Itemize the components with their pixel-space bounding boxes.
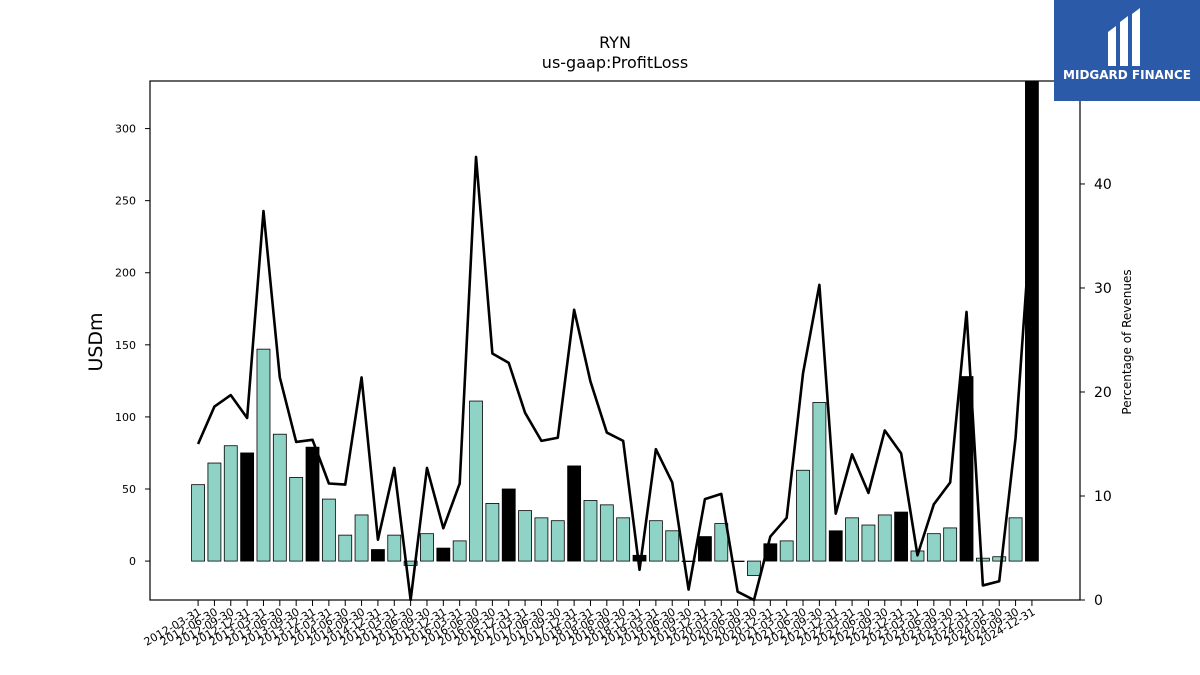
bar-2022-12-31 bbox=[894, 511, 909, 562]
line-series bbox=[196, 155, 1034, 602]
bar-2013-09-30 bbox=[289, 477, 304, 562]
bar-2015-06-30 bbox=[403, 560, 418, 566]
bar-2022-06-30 bbox=[861, 524, 876, 562]
bar-2015-12-31 bbox=[436, 547, 451, 562]
y2-tick-label: 40 bbox=[1094, 177, 1112, 193]
bar-2023-06-30 bbox=[926, 533, 941, 562]
chart-subtitle: us-gaap:ProfitLoss bbox=[542, 53, 688, 72]
y-tick-label: 0 bbox=[129, 555, 136, 568]
bar-2020-09-30 bbox=[747, 560, 761, 576]
y2-axis-label: Percentage of Revenues bbox=[1120, 269, 1134, 414]
bar-2023-09-30 bbox=[943, 527, 958, 562]
bar-2018-06-30 bbox=[599, 504, 614, 562]
bar-2023-12-31 bbox=[959, 376, 974, 562]
bar-2012-03-31 bbox=[191, 484, 205, 562]
bar-2018-09-30 bbox=[616, 517, 631, 562]
y-tick-label: 200 bbox=[115, 267, 136, 280]
bar-2021-12-31 bbox=[828, 530, 843, 562]
bar-2021-03-31 bbox=[779, 540, 794, 562]
bar-2017-03-31 bbox=[518, 510, 532, 562]
bar-2015-03-31 bbox=[387, 534, 402, 562]
bar-2024-09-30 bbox=[1008, 517, 1023, 562]
bar-2012-12-31 bbox=[240, 452, 255, 562]
bar-2012-06-30 bbox=[207, 462, 222, 562]
bar-2014-09-30 bbox=[354, 514, 369, 562]
y-tick-label: 300 bbox=[115, 123, 136, 136]
y-tick-label: 50 bbox=[122, 483, 136, 496]
bar-2019-03-31 bbox=[648, 520, 663, 562]
watermark-logo: MIDGARD FINANCE bbox=[1054, 0, 1200, 101]
bar-2013-06-30 bbox=[272, 433, 287, 562]
bar-2022-09-30 bbox=[877, 514, 892, 562]
profit-percentage-line bbox=[196, 155, 1034, 602]
bar-2017-09-30 bbox=[550, 520, 565, 562]
watermark-text: MIDGARD FINANCE bbox=[1063, 68, 1191, 82]
y2-tick-label: 0 bbox=[1094, 593, 1103, 609]
left-axis: 0 50 100 150 200 250 300 bbox=[115, 123, 150, 568]
bar-2020-06-30 bbox=[730, 560, 745, 562]
y-axis-label: USDm bbox=[85, 312, 107, 371]
right-axis: 0 10 20 30 40 bbox=[1080, 177, 1112, 609]
y-tick-label: 150 bbox=[115, 339, 136, 352]
y2-tick-label: 10 bbox=[1094, 489, 1112, 505]
y-tick-label: 250 bbox=[115, 195, 136, 208]
bar-2016-09-30 bbox=[485, 503, 500, 562]
x-axis: 2012-03-312012-06-302012-09-302012-12-31… bbox=[142, 600, 1037, 649]
bar-2019-12-31 bbox=[698, 536, 712, 562]
bar-2024-12-31 bbox=[1025, 80, 1039, 562]
bar-2016-06-30 bbox=[469, 400, 483, 562]
bar-2014-06-30 bbox=[338, 534, 353, 562]
bar-2014-12-31 bbox=[371, 549, 385, 562]
bar-2024-06-30 bbox=[992, 556, 1007, 562]
chart-title: RYN bbox=[599, 33, 631, 52]
bar-2014-03-31 bbox=[321, 498, 336, 562]
bar-2024-03-31 bbox=[975, 557, 990, 562]
plot-frame bbox=[149, 80, 1081, 601]
y2-tick-label: 30 bbox=[1094, 281, 1112, 297]
bar-2022-03-31 bbox=[845, 517, 859, 562]
bar-2020-03-31 bbox=[714, 523, 729, 562]
bar-2016-03-31 bbox=[452, 540, 467, 562]
y-tick-label: 100 bbox=[115, 411, 136, 424]
bar-2012-09-30 bbox=[223, 445, 238, 562]
bar-series bbox=[191, 80, 1039, 576]
bar-2017-12-31 bbox=[567, 465, 582, 562]
bar-2021-09-30 bbox=[812, 402, 827, 562]
bar-2021-06-30 bbox=[796, 469, 810, 562]
bar-2013-03-31 bbox=[256, 348, 271, 562]
bar-2013-12-31 bbox=[305, 446, 320, 562]
y2-tick-label: 20 bbox=[1094, 385, 1112, 401]
bar-2017-06-30 bbox=[534, 517, 549, 562]
bar-2019-09-30 bbox=[681, 560, 696, 562]
bar-2015-09-30 bbox=[420, 533, 434, 562]
bar-2018-03-31 bbox=[583, 500, 598, 562]
bar-2016-12-31 bbox=[501, 488, 516, 562]
bar-2019-06-30 bbox=[665, 530, 680, 562]
logo-mark-icon bbox=[1108, 8, 1140, 66]
